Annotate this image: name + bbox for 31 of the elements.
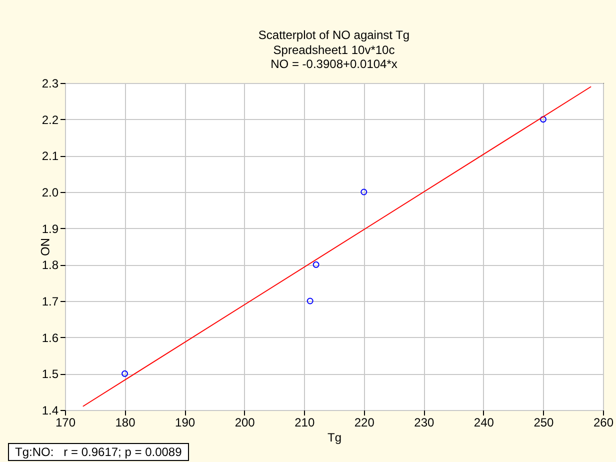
y-tick-label: 1.7	[42, 294, 59, 308]
x-tick-label: 170	[55, 416, 76, 430]
y-axis-title: NO	[38, 238, 52, 256]
point	[306, 298, 314, 304]
point	[540, 116, 546, 123]
x-tick-label: 210	[294, 416, 315, 430]
point	[312, 261, 320, 268]
x-axis-title: Tg	[327, 430, 342, 444]
x-tick-label: 240	[474, 416, 494, 430]
y-tick-label: 1.4	[42, 404, 59, 418]
x-tick-label: 180	[115, 416, 136, 430]
y-tick-label: 1.8	[42, 258, 59, 272]
y-tick-label: 1.6	[42, 330, 59, 345]
text: NO = -0.3908+0.0104*x	[270, 57, 398, 71]
point	[122, 370, 128, 377]
x-tick-label: 220	[354, 416, 375, 430]
x-tick-label: 260	[593, 416, 614, 430]
x-tick-label: 200	[234, 416, 256, 430]
y-tick-label: 2.1	[42, 149, 59, 164]
chart-title: Scatterplot of NO against Tg	[258, 28, 410, 42]
y-tick-label: 1.5	[42, 367, 59, 382]
chart-subtitle: Spreadsheet1 10v*10c	[273, 43, 395, 57]
y-tick-label: 2.2	[42, 112, 59, 127]
x-tick-label: 250	[534, 416, 554, 430]
point	[360, 188, 368, 196]
x-tick-label: 230	[414, 416, 434, 430]
y-tick-label: 2.0	[42, 186, 59, 200]
x-tick-label: 190	[175, 416, 196, 430]
y-tick-label: 2.3	[42, 76, 59, 90]
y-tick-label: 1.9	[42, 222, 59, 236]
text: Tg:NO: r = 0.9617; p = 0.0089	[8, 443, 189, 461]
